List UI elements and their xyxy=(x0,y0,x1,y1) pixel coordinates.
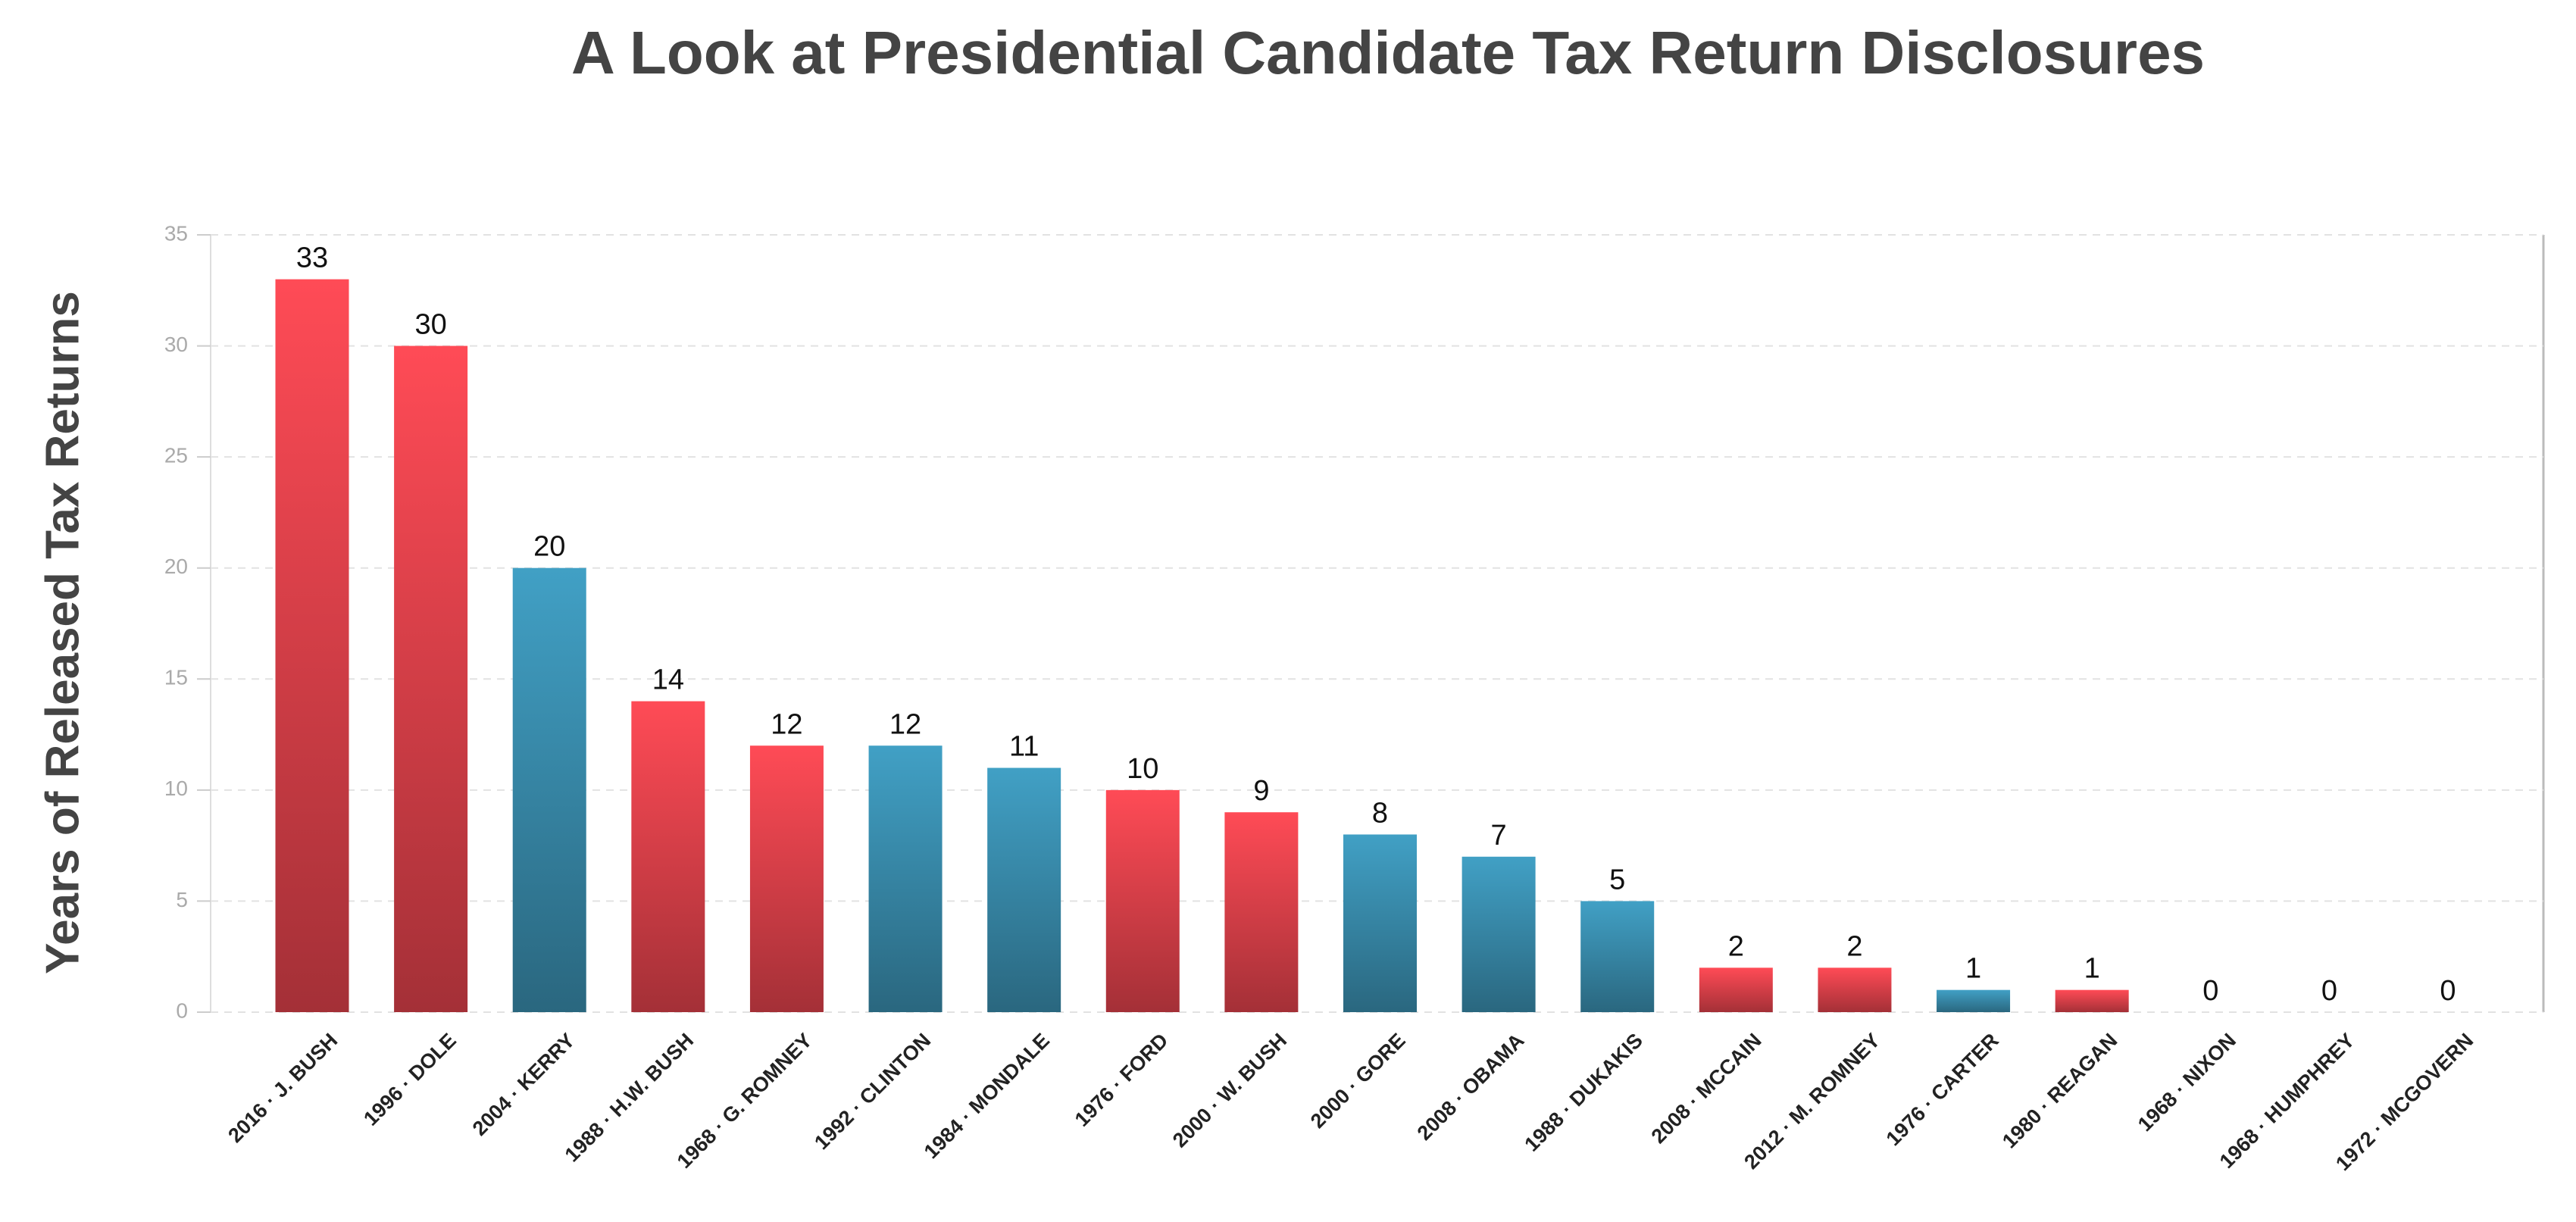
y-tick-label: 30 xyxy=(164,333,188,356)
value-label: 10 xyxy=(1127,753,1158,785)
x-tick-label: 1976 · FORD xyxy=(1071,1029,1173,1131)
bar xyxy=(1937,989,2011,1012)
bar xyxy=(1818,967,1892,1012)
x-tick-label: 2012 · M. ROMNEY xyxy=(1740,1029,1884,1174)
bar xyxy=(631,701,705,1012)
x-tick-label: 1992 · CLINTON xyxy=(810,1029,935,1154)
bar xyxy=(987,767,1061,1012)
x-tick-label: 1972 · MCGOVERN xyxy=(2331,1029,2478,1175)
value-label: 20 xyxy=(533,531,565,563)
bar xyxy=(1462,856,1536,1012)
x-tick-label: 1968 · HUMPHREY xyxy=(2215,1029,2359,1173)
x-tick-label: 1968 · G. ROMNEY xyxy=(673,1029,817,1173)
y-tick-label: 10 xyxy=(164,777,188,800)
value-label: 12 xyxy=(771,708,802,740)
bar xyxy=(1105,789,1180,1012)
x-tick-label: 2004 · KERRY xyxy=(468,1029,580,1140)
x-tick-label: 1984 · MONDALE xyxy=(920,1029,1054,1163)
x-tick-label: 2008 · MCCAIN xyxy=(1647,1029,1766,1148)
x-tick-label: 1988 · DUKAKIS xyxy=(1520,1029,1647,1156)
x-tick-label: 1968 · NIXON xyxy=(2134,1029,2240,1136)
y-tick-label: 25 xyxy=(164,444,188,467)
value-label: 8 xyxy=(1372,798,1388,830)
y-tick-label: 15 xyxy=(164,666,188,689)
value-label: 9 xyxy=(1253,775,1269,807)
value-label: 0 xyxy=(2321,975,2337,1007)
value-label: 2 xyxy=(1846,930,1862,962)
chart-title: A Look at Presidential Candidate Tax Ret… xyxy=(571,19,2205,86)
value-label: 0 xyxy=(2202,975,2218,1007)
y-tick-label: 0 xyxy=(176,999,188,1022)
bar xyxy=(2055,989,2129,1012)
bar xyxy=(512,567,586,1012)
value-label: 14 xyxy=(652,664,684,696)
x-tick-label: 2000 · GORE xyxy=(1306,1029,1410,1133)
value-label: 5 xyxy=(1609,864,1625,895)
value-label: 1 xyxy=(1965,953,1981,985)
bar xyxy=(1343,834,1417,1012)
value-label: 0 xyxy=(2440,975,2456,1007)
bar xyxy=(749,745,824,1012)
y-tick-label: 5 xyxy=(176,888,188,911)
value-label: 7 xyxy=(1491,820,1507,852)
x-tick-label: 1996 · DOLE xyxy=(359,1029,461,1130)
bar xyxy=(1224,812,1299,1012)
value-label: 11 xyxy=(1009,731,1039,763)
bar xyxy=(868,745,943,1012)
value-label: 1 xyxy=(2084,953,2100,985)
x-tick-label: 2000 · W. BUSH xyxy=(1168,1029,1291,1152)
x-tick-label: 1976 · CARTER xyxy=(1882,1029,2003,1150)
bar xyxy=(394,345,468,1013)
y-axis-label: Years of Released Tax Returns xyxy=(36,291,89,974)
x-tick-label: 1980 · REAGAN xyxy=(1998,1029,2121,1152)
x-tick-label: 1988 · H.W. BUSH xyxy=(561,1029,698,1166)
bar xyxy=(1580,901,1655,1012)
y-tick-label: 20 xyxy=(164,555,188,578)
x-tick-label: 2008 · OBAMA xyxy=(1413,1029,1529,1145)
value-label: 2 xyxy=(1728,930,1744,962)
bar xyxy=(275,279,349,1013)
x-tick-label: 2016 · J. BUSH xyxy=(224,1029,342,1147)
value-label: 30 xyxy=(414,309,446,341)
value-label: 12 xyxy=(889,708,921,740)
bar xyxy=(1699,967,1773,1012)
value-label: 33 xyxy=(296,242,328,274)
y-tick-label: 35 xyxy=(164,221,188,245)
